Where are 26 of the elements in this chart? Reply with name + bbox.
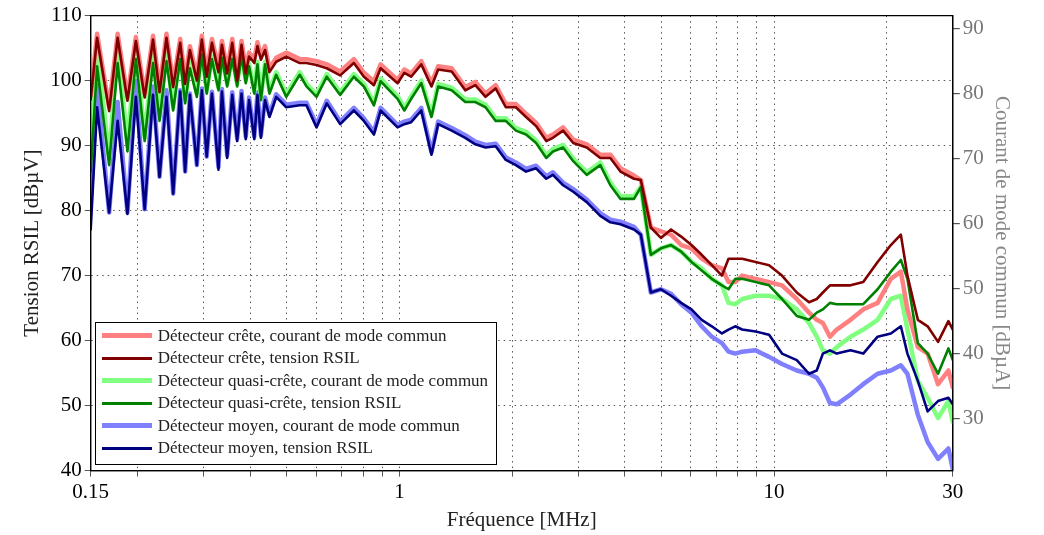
legend-label: Détecteur crête, tension RSIL bbox=[157, 347, 360, 370]
legend-label: Détecteur moyen, tension RSIL bbox=[157, 437, 373, 460]
legend-label: Détecteur quasi-crête, tension RSIL bbox=[157, 392, 402, 415]
y2-tick-label: 60 bbox=[962, 210, 984, 235]
y-axis-title: Tension RSIL [dBµV] bbox=[19, 149, 44, 337]
y2-tick-label: 70 bbox=[962, 145, 984, 170]
y2-tick-label: 30 bbox=[962, 405, 984, 430]
y-tick-label: 100 bbox=[50, 67, 82, 92]
y-tick-label: 90 bbox=[60, 132, 82, 157]
y2-axis-title: Courant de mode commun [dBµA] bbox=[990, 95, 1015, 391]
legend-label: Détecteur crête, courant de mode commun bbox=[157, 324, 447, 347]
legend-label: Détecteur moyen, courant de mode commun bbox=[157, 414, 460, 437]
x-tick-label: 30 bbox=[942, 478, 964, 503]
x-tick-label: 10 bbox=[763, 478, 785, 503]
y-tick-label: 60 bbox=[60, 327, 82, 352]
legend-label: Détecteur quasi-crête, courant de mode commun bbox=[157, 369, 489, 392]
y2-tick-label: 80 bbox=[962, 80, 984, 105]
y-tick-label: 80 bbox=[60, 197, 82, 222]
y-tick-label: 110 bbox=[50, 2, 82, 27]
y2-tick-label: 40 bbox=[962, 340, 984, 365]
x-axis-title: Fréquence [MHz] bbox=[446, 506, 597, 531]
y-tick-label: 70 bbox=[60, 262, 82, 287]
x-tick-label: 1 bbox=[394, 478, 405, 503]
y2-tick-label: 90 bbox=[962, 15, 984, 40]
y2-tick-label: 50 bbox=[962, 275, 984, 300]
y-tick-label: 50 bbox=[60, 392, 82, 417]
